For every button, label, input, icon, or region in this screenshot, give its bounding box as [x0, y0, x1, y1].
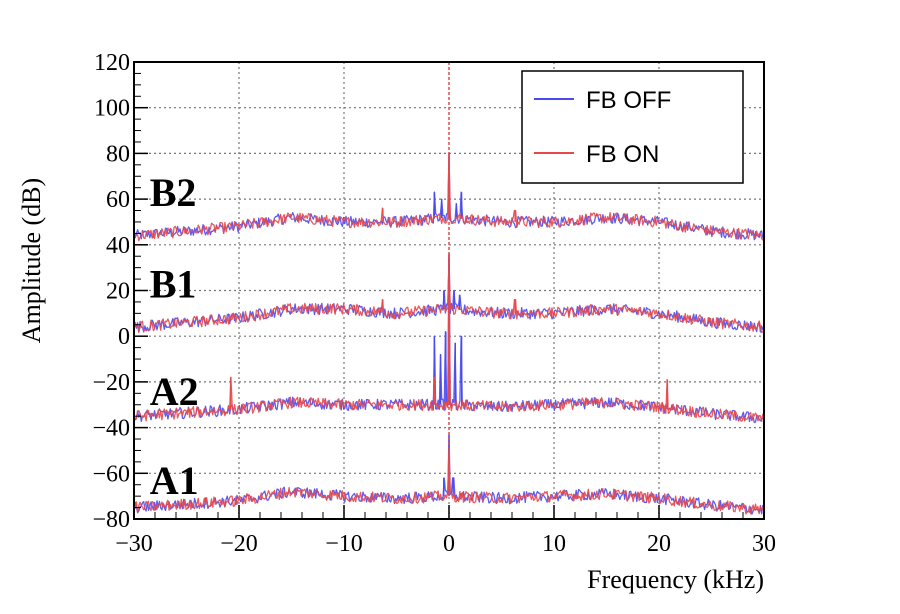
legend-label-fb-off: FB OFF	[586, 87, 671, 114]
y-tick-label: 120	[94, 50, 130, 76]
x-tick-label: 10	[542, 531, 566, 557]
y-axis-title: Amplitude (dB)	[17, 178, 46, 343]
y-tick-label: 0	[118, 324, 130, 350]
trace-label-b2: B2	[150, 170, 197, 215]
x-tick-label: −10	[325, 531, 363, 557]
plot-area	[133, 62, 765, 515]
legend-label-fb-on: FB ON	[586, 141, 659, 168]
x-tick-label: 30	[752, 531, 776, 557]
y-tick-label: −40	[92, 416, 130, 442]
y-tick-label: 20	[106, 279, 130, 305]
x-tick-label: 0	[443, 531, 455, 557]
axis-ticks: −30 −20 −10 0 10 20 30 −80 −60 −40 −20 0 20 40 60 80 100…	[92, 50, 776, 557]
y-tick-label: 60	[106, 187, 130, 213]
y-tick-label: −60	[92, 461, 130, 487]
trace-label-a2: A2	[150, 369, 199, 414]
x-tick-label: −30	[115, 531, 153, 557]
x-tick-label: −20	[220, 531, 258, 557]
x-axis-title: Frequency (kHz)	[587, 565, 764, 594]
y-tick-label: 40	[106, 233, 130, 259]
y-tick-label: −20	[92, 370, 130, 396]
y-tick-label: 80	[106, 141, 130, 167]
trace-labels: B2 B1 A2 A1	[150, 170, 199, 503]
y-tick-label: −80	[92, 507, 130, 533]
trace-label-b1: B1	[150, 262, 197, 307]
y-tick-label: 100	[94, 96, 130, 122]
legend: FB OFF FB ON	[521, 70, 744, 184]
series-line-fb-on-a1	[133, 449, 765, 515]
x-tick-label: 20	[647, 531, 671, 557]
trace-label-a1: A1	[150, 458, 199, 503]
legend-box	[521, 70, 744, 184]
